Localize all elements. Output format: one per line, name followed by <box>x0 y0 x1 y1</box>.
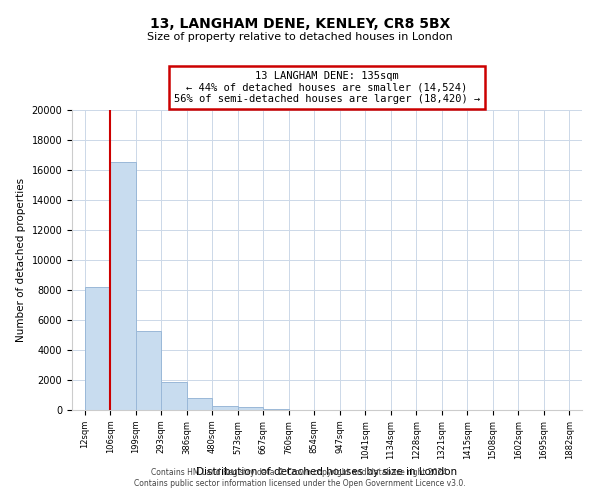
Bar <box>110 162 136 410</box>
Text: Contains HM Land Registry data © Crown copyright and database right 2024.
Contai: Contains HM Land Registry data © Crown c… <box>134 468 466 487</box>
Bar <box>136 330 161 410</box>
Bar <box>263 409 289 410</box>
X-axis label: Distribution of detached houses by size in London: Distribution of detached houses by size … <box>196 467 458 477</box>
Bar <box>212 406 238 410</box>
Y-axis label: Number of detached properties: Number of detached properties <box>16 178 26 342</box>
Bar <box>161 382 187 410</box>
Bar <box>85 287 110 410</box>
Bar <box>187 398 212 410</box>
Text: 13 LANGHAM DENE: 135sqm
← 44% of detached houses are smaller (14,524)
56% of sem: 13 LANGHAM DENE: 135sqm ← 44% of detache… <box>174 71 480 104</box>
Text: Size of property relative to detached houses in London: Size of property relative to detached ho… <box>147 32 453 42</box>
Text: 13, LANGHAM DENE, KENLEY, CR8 5BX: 13, LANGHAM DENE, KENLEY, CR8 5BX <box>150 18 450 32</box>
Bar <box>238 408 263 410</box>
